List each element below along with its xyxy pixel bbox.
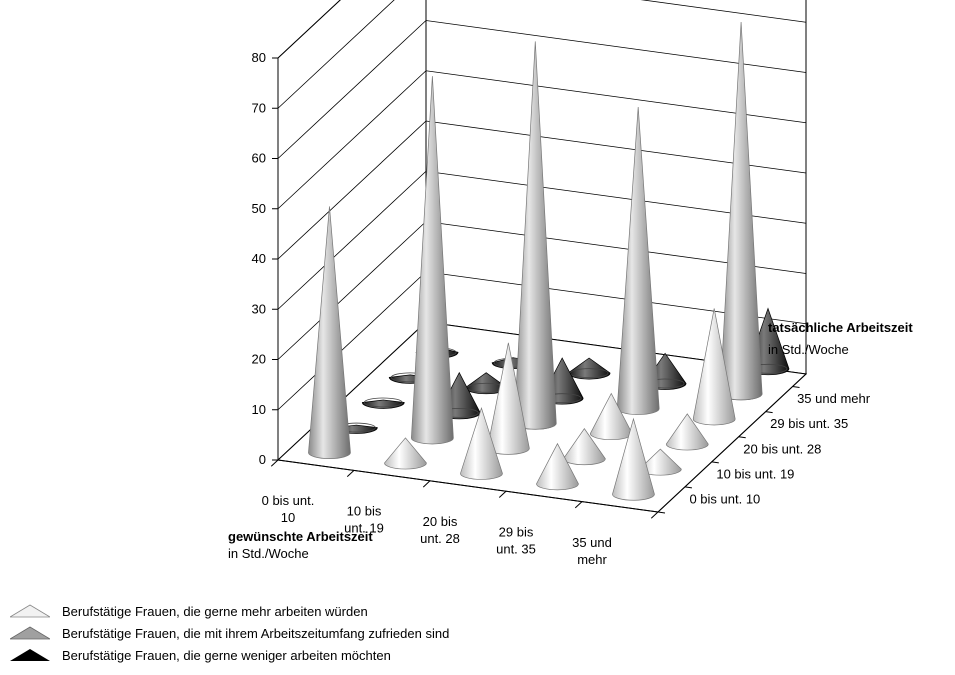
legend-label-satisfied: Berufstätige Frauen, die mit ihrem Arbei…	[62, 625, 450, 641]
cone-satisfied	[411, 76, 454, 445]
y-axis: 0 10 20 30 40 50 60 70 80	[252, 50, 279, 467]
cone-more	[692, 308, 736, 426]
y-tick-label: 50	[252, 201, 266, 216]
x-tick-label: 20 bis unt. 28	[420, 514, 460, 546]
y-tick-label: 40	[252, 251, 266, 266]
x-tick-mark	[422, 480, 431, 488]
y-tick-label: 80	[252, 50, 266, 65]
z-tick-mark	[792, 386, 800, 389]
x-axis: 0 bis unt. 10 10 bis unt. 19 20 bis unt. 28 29…	[262, 459, 659, 567]
z-tick-mark	[711, 461, 719, 464]
cone-more	[665, 413, 709, 451]
z-axis-title: tatsächliche Arbeitszeit	[768, 320, 913, 335]
y-tick-label: 70	[252, 100, 266, 115]
y-tick-label: 30	[252, 301, 266, 316]
z-tick-mark	[765, 411, 773, 414]
x-axis-title: gewünschte Arbeitszeit	[228, 529, 373, 544]
legend-label-more: Berufstätige Frauen, die gerne mehr arbe…	[62, 603, 368, 619]
z-tick-label: 0 bis unt. 10	[689, 491, 760, 506]
dark-cone-legend-icon	[10, 649, 50, 661]
y-tick-label: 10	[252, 402, 266, 417]
z-tick-label: 29 bis unt. 35	[770, 416, 848, 431]
cone-marks	[308, 22, 790, 501]
x-tick-label: 29 bis unt. 35	[496, 524, 536, 556]
light-cone-legend-icon	[10, 604, 50, 618]
legend-label-less: Berufstätige Frauen, die gerne weniger a…	[62, 647, 391, 663]
x-tick-mark	[650, 511, 659, 519]
x-tick-label: 10 bis unt. 19	[344, 504, 384, 536]
cone-less	[361, 397, 405, 409]
y-tick-label: 0	[259, 452, 266, 467]
z-tick-label: 10 bis unt. 19	[716, 466, 794, 481]
cone-more	[384, 437, 427, 470]
legend-item-satisfied: Berufstätige Frauen, die mit ihrem Arbei…	[10, 622, 449, 644]
x-tick-mark	[498, 490, 507, 498]
y-tick-label: 60	[252, 151, 266, 166]
gridline	[277, 20, 807, 159]
cone-satisfied	[308, 206, 351, 460]
z-tick-mark	[738, 436, 746, 439]
y-tick-label: 20	[252, 352, 266, 367]
legend-item-less: Berufstätige Frauen, die gerne weniger a…	[10, 644, 449, 666]
z-tick-label: 35 und mehr	[797, 391, 871, 406]
z-axis: 0 bis unt. 10 10 bis unt. 19 20 bis unt. 2…	[657, 373, 871, 514]
legend: Berufstätige Frauen, die gerne mehr arbe…	[10, 600, 449, 666]
x-tick-mark	[270, 459, 279, 467]
cone-more	[612, 417, 655, 501]
legend-item-more: Berufstätige Frauen, die gerne mehr arbe…	[10, 600, 449, 622]
gridline	[277, 120, 807, 260]
cone-more	[536, 442, 579, 491]
gridline	[277, 70, 807, 210]
x-tick-label: 0 bis unt. 10	[262, 493, 315, 525]
z-tick-mark	[657, 511, 666, 514]
cone-chart: 0 10 20 30 40 50 60 70 80 0 bis unt. 10 10 bis unt.…	[228, 0, 913, 567]
z-tick-label: 20 bis unt. 28	[743, 441, 821, 456]
gridline	[277, 0, 341, 59]
z-tick-mark	[684, 486, 692, 489]
cone-more	[460, 406, 503, 480]
z-axis-line	[657, 373, 807, 513]
gridline	[277, 0, 807, 109]
x-axis-line	[277, 459, 659, 513]
z-axis-subtitle: in Std./Woche	[768, 342, 849, 357]
x-tick-mark	[346, 470, 355, 478]
x-tick-mark	[574, 501, 583, 509]
x-axis-subtitle: in Std./Woche	[228, 546, 309, 561]
x-tick-label: 35 und mehr	[572, 535, 612, 567]
mid-cone-legend-icon	[10, 626, 50, 640]
